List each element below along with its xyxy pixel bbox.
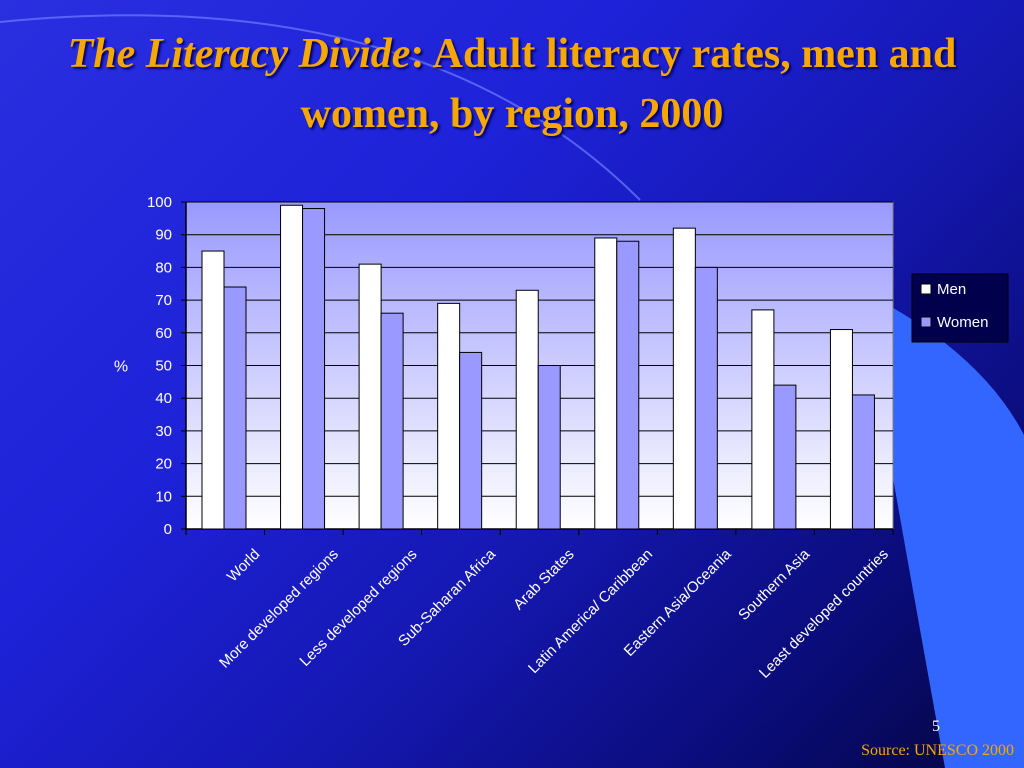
y-tick-label: 100 xyxy=(147,194,172,211)
x-tick-label: Least developed countries xyxy=(756,546,892,682)
title-italic-part: The Literacy Divide xyxy=(67,31,411,77)
y-tick-label: 90 xyxy=(155,227,172,244)
bar-men xyxy=(829,329,853,530)
bar-men xyxy=(515,289,539,530)
y-tick-label: 20 xyxy=(155,456,172,473)
bar-women xyxy=(380,312,404,530)
y-tick-label: 40 xyxy=(155,390,172,407)
x-tick-label: World xyxy=(224,546,264,586)
decorative-side-shape xyxy=(860,290,1024,768)
bar-women xyxy=(694,266,718,530)
y-tick-label: 0 xyxy=(164,521,172,538)
bar-women xyxy=(773,384,797,530)
y-tick-label: 60 xyxy=(155,325,172,342)
legend-label-women: Women xyxy=(937,314,988,331)
bar-men xyxy=(358,263,382,530)
legend-swatch-men xyxy=(920,283,932,295)
x-tick-label: Southern Asia xyxy=(735,545,814,624)
y-tick-label: 70 xyxy=(155,292,172,309)
slide-title: The Literacy Divide: Adult literacy rate… xyxy=(0,24,1024,144)
bar-women xyxy=(223,286,247,530)
page-number: 5 xyxy=(932,718,940,735)
bar-women xyxy=(537,365,561,530)
source-note: Source: UNESCO 2000 xyxy=(861,742,1014,759)
bar-women xyxy=(459,351,483,530)
y-tick-label: 30 xyxy=(155,423,172,440)
legend-swatch-women xyxy=(920,316,932,328)
legend-label-men: Men xyxy=(937,281,966,298)
bar-men xyxy=(201,250,225,530)
y-axis-label: % xyxy=(114,359,128,376)
bar-men xyxy=(594,237,618,530)
y-tick-label: 80 xyxy=(155,259,172,276)
bar-women xyxy=(616,240,640,530)
bar-women xyxy=(851,394,875,530)
bar-men xyxy=(280,204,304,530)
bar-women xyxy=(302,208,326,530)
bar-men xyxy=(672,227,696,530)
decorative-curve xyxy=(0,14,641,201)
x-tick-label: Arab States xyxy=(510,546,577,613)
bar-men xyxy=(751,309,775,530)
y-tick-label: 50 xyxy=(155,358,172,375)
bar-men xyxy=(437,302,461,530)
title-rest-part: : Adult literacy rates, men and women, b… xyxy=(300,31,957,137)
y-tick-label: 10 xyxy=(155,488,172,505)
